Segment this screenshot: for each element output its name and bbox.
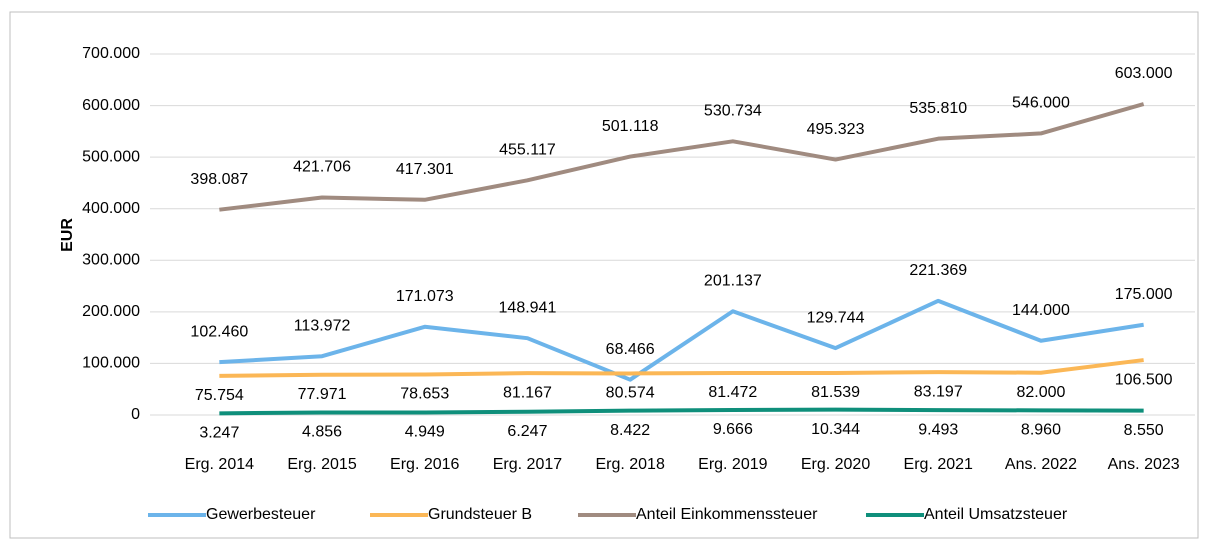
x-tick-label: Ans. 2022 (1005, 456, 1077, 473)
data-label: 77.971 (298, 386, 347, 403)
x-tick-label: Erg. 2019 (698, 456, 767, 473)
y-tick-label: 200.000 (82, 303, 140, 320)
x-tick-label: Erg. 2016 (390, 456, 459, 473)
data-label: 8.960 (1021, 422, 1061, 439)
data-label: 603.000 (1115, 65, 1173, 82)
y-tick-label: 600.000 (82, 97, 140, 114)
y-tick-label: 100.000 (82, 355, 140, 372)
x-tick-label: Erg. 2021 (904, 456, 973, 473)
data-label: 501.118 (602, 118, 659, 135)
data-label: 78.653 (400, 386, 449, 403)
data-label: 80.574 (606, 385, 655, 402)
x-tick-label: Erg. 2018 (595, 456, 664, 473)
chart-frame (9, 11, 1199, 539)
data-label: 171.073 (396, 288, 454, 305)
y-tick-label: 0 (131, 406, 140, 423)
data-label: 9.493 (918, 421, 958, 438)
data-label: 129.744 (807, 309, 865, 326)
data-label: 9.666 (713, 421, 753, 438)
data-label: 4.949 (405, 424, 445, 441)
data-label: 546.000 (1012, 95, 1070, 112)
series-line (219, 407, 1144, 416)
data-label: 10.344 (811, 421, 860, 438)
y-tick-label: 700.000 (82, 45, 140, 62)
legend-label: Anteil Umsatzsteuer (924, 506, 1068, 523)
data-label: 68.466 (606, 341, 655, 358)
data-label: 535.810 (909, 100, 967, 117)
data-label: 6.247 (507, 423, 547, 440)
data-label: 3.247 (199, 425, 239, 442)
data-label: 8.550 (1124, 422, 1164, 439)
y-tick-label: 400.000 (82, 200, 140, 217)
data-label: 530.734 (704, 103, 762, 120)
data-label: 421.706 (293, 159, 351, 176)
data-label: 455.117 (499, 142, 556, 159)
data-label: 175.000 (1115, 286, 1173, 303)
x-tick-label: Erg. 2014 (185, 456, 254, 473)
data-label: 201.137 (704, 272, 762, 289)
x-tick-label: Erg. 2017 (493, 456, 562, 473)
legend-label: Anteil Einkommenssteuer (636, 506, 818, 523)
data-label: 75.754 (195, 387, 244, 404)
data-label: 417.301 (396, 161, 454, 178)
series-line (219, 102, 1145, 212)
data-label: 8.422 (610, 422, 650, 439)
data-label: 148.941 (499, 299, 557, 316)
y-tick-label: 500.000 (82, 148, 140, 165)
x-tick-label: Ans. 2023 (1108, 456, 1180, 473)
x-tick-label: Erg. 2015 (287, 456, 356, 473)
data-label: 82.000 (1016, 384, 1065, 401)
data-label: 81.472 (708, 384, 757, 401)
y-tick-label: 300.000 (82, 252, 140, 269)
data-label: 4.856 (302, 424, 342, 441)
x-tick-label: Erg. 2020 (801, 456, 870, 473)
data-label: 144.000 (1012, 302, 1070, 319)
legend-label: Gewerbesteuer (206, 506, 316, 523)
data-label: 106.500 (1115, 371, 1173, 388)
data-label: 398.087 (190, 171, 248, 188)
data-label: 495.323 (807, 121, 865, 138)
data-label: 83.197 (914, 383, 963, 400)
series-line (219, 358, 1144, 378)
data-label: 102.460 (190, 323, 248, 340)
data-label: 113.972 (294, 317, 351, 334)
data-label: 81.167 (503, 384, 552, 401)
data-label: 81.539 (811, 384, 860, 401)
legend-label: Grundsteuer B (428, 506, 532, 523)
y-axis-label: EUR (59, 218, 76, 252)
series-line (219, 298, 1144, 382)
data-label: 221.369 (909, 262, 967, 279)
